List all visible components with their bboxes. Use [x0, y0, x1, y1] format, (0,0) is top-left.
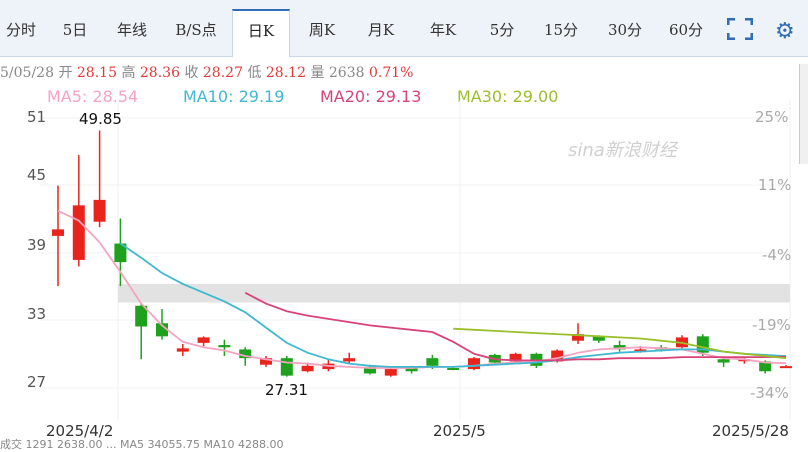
- y-tick-label: 51: [27, 108, 47, 126]
- y-tick-label: 45: [27, 166, 47, 184]
- tab-12[interactable]: 60分: [668, 21, 704, 39]
- candle-body: [364, 366, 376, 374]
- high-annotation: 49.85: [79, 110, 122, 128]
- candle-body: [218, 345, 231, 348]
- ma-legend-4: MA30: 29.00: [457, 87, 559, 106]
- tab-2[interactable]: 5日: [62, 21, 88, 39]
- candle-body: [780, 366, 792, 369]
- candle-body: [634, 349, 647, 352]
- y-tick-label: 33: [27, 305, 47, 323]
- side-scrollbar[interactable]: [799, 64, 808, 164]
- range-band: [118, 283, 790, 303]
- candle-body: [156, 323, 168, 337]
- x-tick-label: 2025/4/2: [46, 422, 114, 440]
- high-value: 28.36: [139, 65, 180, 81]
- low-value: 28.12: [265, 65, 306, 81]
- tab-8[interactable]: 年K: [429, 21, 457, 39]
- candle-body: [572, 334, 584, 341]
- x-tick-label: 2025/5/28: [712, 422, 789, 440]
- candle-body: [738, 359, 751, 362]
- tab-3[interactable]: 年线: [116, 21, 147, 39]
- ma-legend-2: MA10: 29.19: [183, 87, 285, 106]
- candle-body: [93, 199, 106, 222]
- candle-body: [72, 205, 85, 260]
- tab-10[interactable]: 15分: [543, 21, 579, 39]
- high-label: 高: [121, 65, 136, 81]
- tab-5[interactable]: 日K: [232, 9, 290, 57]
- tab-1[interactable]: 分时: [5, 21, 36, 39]
- candle-body: [343, 358, 356, 362]
- sina-watermark: sina新浪财经: [568, 140, 679, 161]
- tab-11[interactable]: 30分: [607, 21, 643, 39]
- pct-tick-label: -19%: [752, 316, 791, 334]
- open-label: 开: [58, 65, 73, 81]
- candle-body: [759, 361, 772, 372]
- low-annotation: 27.31: [265, 381, 308, 399]
- volume-label: 量: [310, 65, 325, 81]
- volume-footer: 成交 1291 2638.00 ... MA5 34055.75 MA10 42…: [0, 438, 284, 451]
- candle-body: [405, 366, 418, 372]
- y-tick-label: 39: [27, 236, 47, 254]
- ohlc-info-bar: 5/05/28 开 28.15 高 28.36 收 28.27 低 28.12 …: [0, 62, 413, 82]
- pct-tick-label: -34%: [750, 384, 789, 402]
- candle-body: [592, 336, 605, 341]
- change-percent: 0.71%: [368, 65, 414, 81]
- candle-body: [260, 358, 272, 365]
- low-label: 低: [247, 65, 262, 81]
- candle-body: [717, 359, 730, 363]
- tab-9[interactable]: 5分: [489, 21, 515, 39]
- close-value: 28.27: [202, 65, 243, 81]
- info-date: 5/05/28: [0, 65, 54, 81]
- pct-tick-label: 11%: [758, 176, 792, 194]
- x-tick-label: 2025/5: [433, 422, 486, 440]
- tab-4[interactable]: B/S点: [175, 21, 217, 39]
- candle-body: [239, 349, 252, 359]
- candle-body: [114, 243, 127, 263]
- close-label: 收: [184, 65, 199, 81]
- pct-tick-label: -4%: [762, 246, 792, 264]
- candle-body: [280, 358, 293, 376]
- ma10-line: [119, 242, 787, 368]
- tab-6[interactable]: 周K: [308, 21, 336, 39]
- ma-legend-1: MA5: 28.54: [47, 87, 139, 106]
- candle-body: [301, 365, 314, 372]
- ma30-line: [453, 327, 787, 360]
- tab-7[interactable]: 月K: [367, 21, 395, 39]
- candle-body: [52, 229, 64, 236]
- candle-body: [551, 350, 564, 362]
- candle-body: [197, 337, 210, 343]
- y-tick-label: 27: [27, 373, 47, 391]
- ma20-line: [244, 291, 787, 362]
- pct-tick-label: 25%: [755, 108, 789, 126]
- candle-body: [426, 358, 439, 366]
- ma-legend-3: MA20: 29.13: [320, 87, 422, 106]
- candle-body: [176, 348, 189, 352]
- candle-body: [468, 358, 480, 370]
- candle-body: [447, 367, 460, 370]
- fullscreen-icon[interactable]: [727, 18, 753, 40]
- open-value: 28.15: [76, 65, 117, 81]
- candle-body: [135, 305, 148, 327]
- candle-body: [509, 353, 522, 362]
- period-tab-bar: 分时 5日 年线 B/S点 日K 周K 月K 年K 5分 15分 30分 60分 ⚙: [0, 0, 808, 57]
- kline-chart: sina新浪财经: [40, 100, 792, 420]
- candle-body: [613, 345, 626, 350]
- volume-value: 2638: [328, 65, 365, 81]
- settings-gear-icon[interactable]: ⚙: [775, 19, 795, 44]
- candle-body: [384, 369, 397, 376]
